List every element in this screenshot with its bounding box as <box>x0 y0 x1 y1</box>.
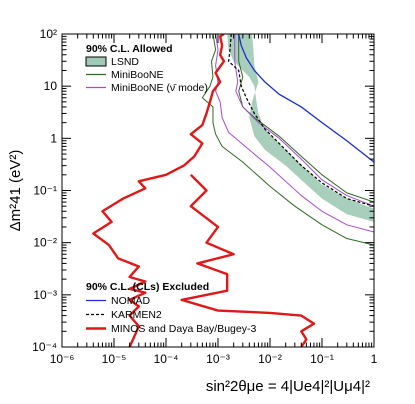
x-tick-label: 10⁻¹ <box>310 352 334 366</box>
x-tick-label: 10⁻⁶ <box>50 352 75 366</box>
x-tick-label: 10⁻⁵ <box>102 352 127 366</box>
miniboone-contour <box>201 34 374 246</box>
x-tick-label: 10⁻² <box>258 352 282 366</box>
legend-label-nomad: NOMAD <box>111 295 151 307</box>
miniboone-contour <box>238 34 374 203</box>
y-tick-label: 10⁻⁴ <box>32 340 57 354</box>
y-tick-label: 10 <box>44 79 58 93</box>
legend-label-minos: MINOS and Daya Bay/Bugey-3 <box>111 323 256 335</box>
legend-label-miniboone: MiniBooNE <box>111 69 164 81</box>
legend-label-miniboone_anti: MiniBooNE (ν̄ mode) <box>111 82 208 94</box>
legend-label-karmen2: KARMEN2 <box>111 309 162 321</box>
minos-contour <box>180 173 316 347</box>
x-axis-title: sin²2θμe = 4|Ue4|²|Uμ4|² <box>206 378 370 395</box>
plot-frame <box>61 33 375 348</box>
y-tick-label: 10² <box>40 27 57 41</box>
x-tick-label: 1 <box>371 352 378 366</box>
nomad-contour <box>238 34 374 163</box>
y-tick-label: 10⁻¹ <box>33 184 57 198</box>
legend-allowed-title: 90% C.L. Allowed <box>86 43 173 55</box>
legend-swatch-lsnd <box>85 56 107 67</box>
legend-excluded-title: 90% C.L. (CLs) Excluded <box>86 281 209 293</box>
y-axis-title: Δm²41 (eV²) <box>7 150 24 232</box>
miniboone_anti-contour <box>234 34 374 207</box>
lsnd-band <box>227 34 374 222</box>
miniboone_anti-contour <box>215 34 374 233</box>
x-tick-label: 10⁻³ <box>206 352 230 366</box>
y-tick-label: 10⁻³ <box>33 288 57 302</box>
x-tick-label: 10⁻⁴ <box>154 352 179 366</box>
legend-label-lsnd: LSND <box>111 56 139 68</box>
y-tick-label: 10⁻² <box>33 236 57 250</box>
minos-contour <box>92 34 226 347</box>
y-tick-label: 1 <box>50 131 57 145</box>
karmen2-contour <box>228 34 374 207</box>
